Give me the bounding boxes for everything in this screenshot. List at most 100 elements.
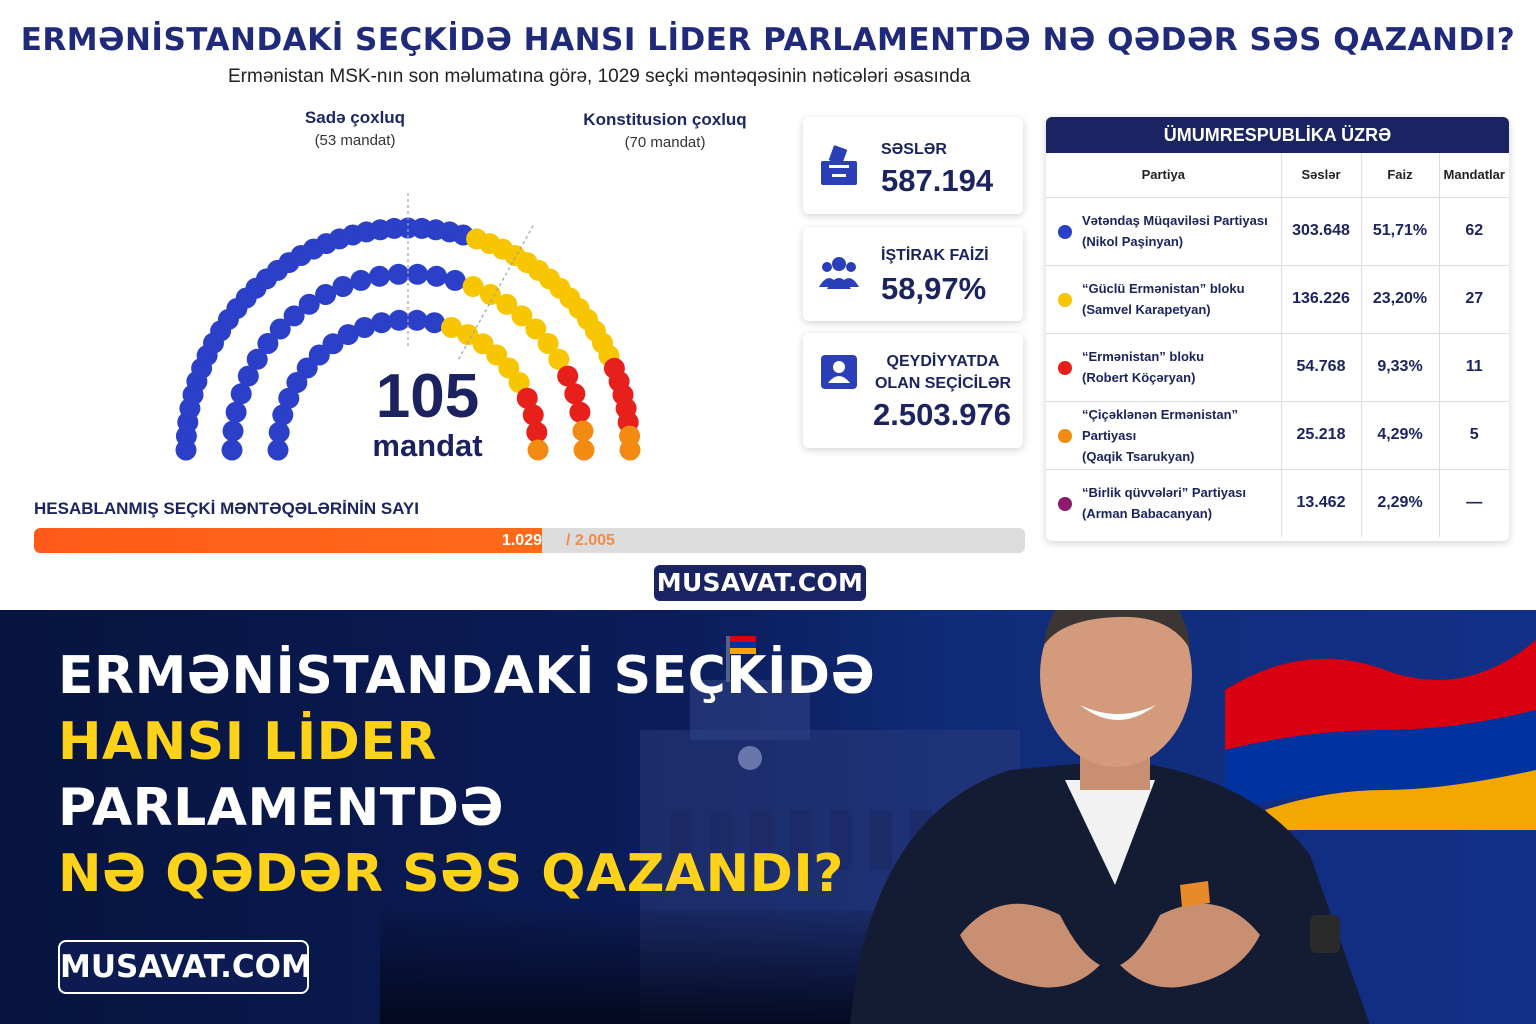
seat-dot — [388, 263, 409, 285]
votes-cell: 303.648 — [1281, 197, 1362, 266]
constitutional-majority-seats: (70 mandat) — [624, 134, 706, 151]
percent-cell: 23,20% — [1361, 265, 1440, 334]
votes-label: SƏSLƏR — [881, 141, 947, 158]
seat-dot — [222, 420, 244, 442]
seat-dot — [569, 401, 591, 423]
seat-dot — [267, 439, 289, 461]
votes-cell: 54.768 — [1281, 333, 1362, 402]
seat-dot — [272, 404, 294, 426]
seat-dot — [278, 387, 300, 409]
headline-line-1: ERMƏNİSTANDAKİ SEÇKİDƏ — [58, 646, 876, 706]
progress-text: 1.029 / 2.005 — [34, 528, 1025, 553]
seat-dot — [283, 305, 305, 327]
table-row: “Birlik qüvvələri” Partiyası (Arman Babac… — [1046, 469, 1509, 537]
seat-dot — [246, 348, 268, 370]
seat-dot — [423, 312, 445, 334]
results-table: ÜMUMRESPUBLİKA ÜZRƏ Partiya Səslər Faiz … — [1046, 117, 1509, 541]
headline-line-3: PARLAMENTDƏ — [58, 778, 505, 838]
progress-title: HESABLANMIŞ SEÇKİ MƏNTƏQƏLƏRİNİN SAYI — [34, 499, 419, 518]
percent-cell: 9,33% — [1361, 333, 1440, 402]
precinct-progress-fill — [34, 528, 543, 553]
seat-dot — [511, 305, 533, 327]
seat-dot — [407, 263, 428, 285]
table-row: “Güclü Ermənistan” bloku (Samvel Karapety… — [1046, 265, 1509, 334]
seat-dot — [322, 333, 344, 355]
seat-dot — [388, 309, 410, 331]
seat-dot — [444, 269, 466, 291]
party-cell: “Birlik qüvvələri” Partiyası (Arman Babac… — [1046, 469, 1282, 537]
table-row: Vətəndaş Müqaviləsi Partiyası (Nikol Paşi… — [1046, 197, 1509, 266]
seat-dot — [498, 357, 520, 379]
simple-majority-label: Sadə çoxluq (53 mandat) — [270, 108, 440, 149]
armenian-flag-image — [1225, 640, 1536, 830]
progress-total: / 2.005 — [566, 532, 615, 549]
seat-dot — [298, 293, 320, 315]
votes-cell: 25.218 — [1281, 401, 1362, 470]
total-seats-unit: mandat — [372, 428, 483, 463]
seat-dot — [337, 324, 359, 346]
constitutional-majority-label: Konstitusion çoxluq (70 mandat) — [565, 110, 765, 151]
precinct-progress-bar: 1.029 / 2.005 — [34, 528, 1025, 553]
seat-dot — [619, 439, 641, 461]
seat-dot — [573, 439, 595, 461]
column-header-votes: Səslər — [1281, 153, 1362, 198]
seat-dot — [268, 421, 290, 443]
seat-dot — [479, 284, 501, 305]
seat-dot — [221, 439, 243, 461]
seats-cell: 27 — [1439, 265, 1509, 334]
party-name: Vətəndaş Müqaviləsi Partiyası — [1082, 213, 1268, 228]
party-leader: (Robert Köçəryan) — [1082, 370, 1196, 385]
brand-badge[interactable]: MUSAVAT.COM — [58, 940, 312, 994]
party-leader: (Samvel Karapetyan) — [1082, 302, 1211, 317]
table-title: ÜMUMRESPUBLİKA ÜZRƏ — [1046, 117, 1509, 153]
simple-majority-seats: (53 mandat) — [314, 132, 396, 149]
turnout-label: İŞTİRAK FAİZİ — [881, 247, 989, 264]
column-header-percent: Faiz — [1361, 153, 1440, 198]
seat-dot — [315, 284, 337, 305]
politician-portrait — [850, 610, 1370, 1024]
total-seats: 105 mandat — [340, 366, 515, 464]
seat-dot — [257, 333, 279, 354]
total-seats-number: 105 — [375, 362, 480, 431]
registered-value: 2.503.976 — [873, 397, 1011, 432]
seat-dot — [537, 333, 559, 354]
headline-banner: ERMƏNİSTANDAKİ SEÇKİDƏ HANSI LİDER PARLA… — [0, 610, 1536, 1024]
column-header-seats: Mandatlar — [1439, 153, 1509, 198]
seat-dot — [572, 420, 594, 442]
percent-cell: 2,29% — [1361, 469, 1440, 537]
constitutional-majority-title: Konstitusion çoxluq — [583, 110, 747, 129]
seat-dot — [286, 372, 308, 393]
seat-dot — [369, 265, 390, 287]
seat-dot — [462, 276, 484, 297]
seat-dot — [525, 318, 547, 340]
seats-cell: 62 — [1439, 197, 1509, 266]
seat-dot — [557, 365, 579, 387]
party-leader: (Qaqik Tsarukyan) — [1082, 448, 1195, 464]
turnout-value: 58,97% — [881, 271, 987, 306]
seat-dot — [548, 348, 570, 370]
seat-dot — [508, 372, 530, 393]
percent-cell: 51,71% — [1361, 197, 1440, 266]
headline-line-4: NƏ QƏDƏR SƏS QAZANDI? — [58, 844, 844, 904]
people-icon — [819, 257, 859, 289]
party-leader: (Nikol Paşinyan) — [1082, 234, 1184, 249]
ballot-box-icon — [821, 145, 857, 185]
infographic-panel: ERMƏNİSTANDAKİ SEÇKİDƏ HANSI LİDER PARLA… — [20, 22, 1516, 601]
brand-logo[interactable]: MUSAVAT.COM — [654, 565, 866, 601]
seats-cell: 11 — [1439, 333, 1509, 402]
voter-card-icon — [821, 355, 857, 389]
seat-dot — [441, 317, 462, 338]
seats-cell: — — [1466, 494, 1483, 512]
parliament-seat-chart — [175, 192, 641, 461]
seat-dot — [332, 276, 354, 297]
seat-dot — [527, 439, 549, 461]
seat-dot — [564, 383, 586, 405]
party-name: “Birlik qüvvələri” Partiyası — [1082, 485, 1247, 501]
seat-dot — [269, 318, 291, 340]
page-title: ERMƏNİSTANDAKİ SEÇKİDƏ HANSI LİDER PARLA… — [20, 22, 1516, 58]
seat-dot — [354, 317, 375, 338]
table-row: “Çiçəklənən Ermənistan” Partiyası (Qaqik … — [1046, 401, 1509, 470]
party-color-dot — [1058, 428, 1072, 443]
seat-dot — [225, 401, 247, 423]
votes-card: SƏSLƏR 587.194 — [803, 117, 1023, 214]
